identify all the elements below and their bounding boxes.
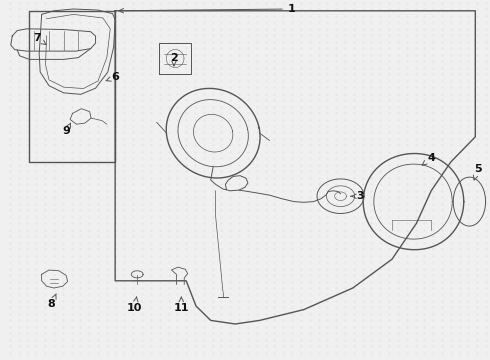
- Text: 7: 7: [33, 33, 46, 45]
- Text: 4: 4: [422, 153, 435, 165]
- Text: 5: 5: [473, 164, 482, 180]
- Text: 8: 8: [48, 294, 56, 309]
- Text: 6: 6: [106, 72, 119, 82]
- Text: 11: 11: [173, 297, 189, 313]
- Text: 2: 2: [170, 53, 178, 66]
- Text: 1: 1: [119, 4, 295, 14]
- Text: 10: 10: [127, 297, 143, 313]
- Text: 3: 3: [351, 191, 364, 201]
- Text: 9: 9: [62, 123, 71, 136]
